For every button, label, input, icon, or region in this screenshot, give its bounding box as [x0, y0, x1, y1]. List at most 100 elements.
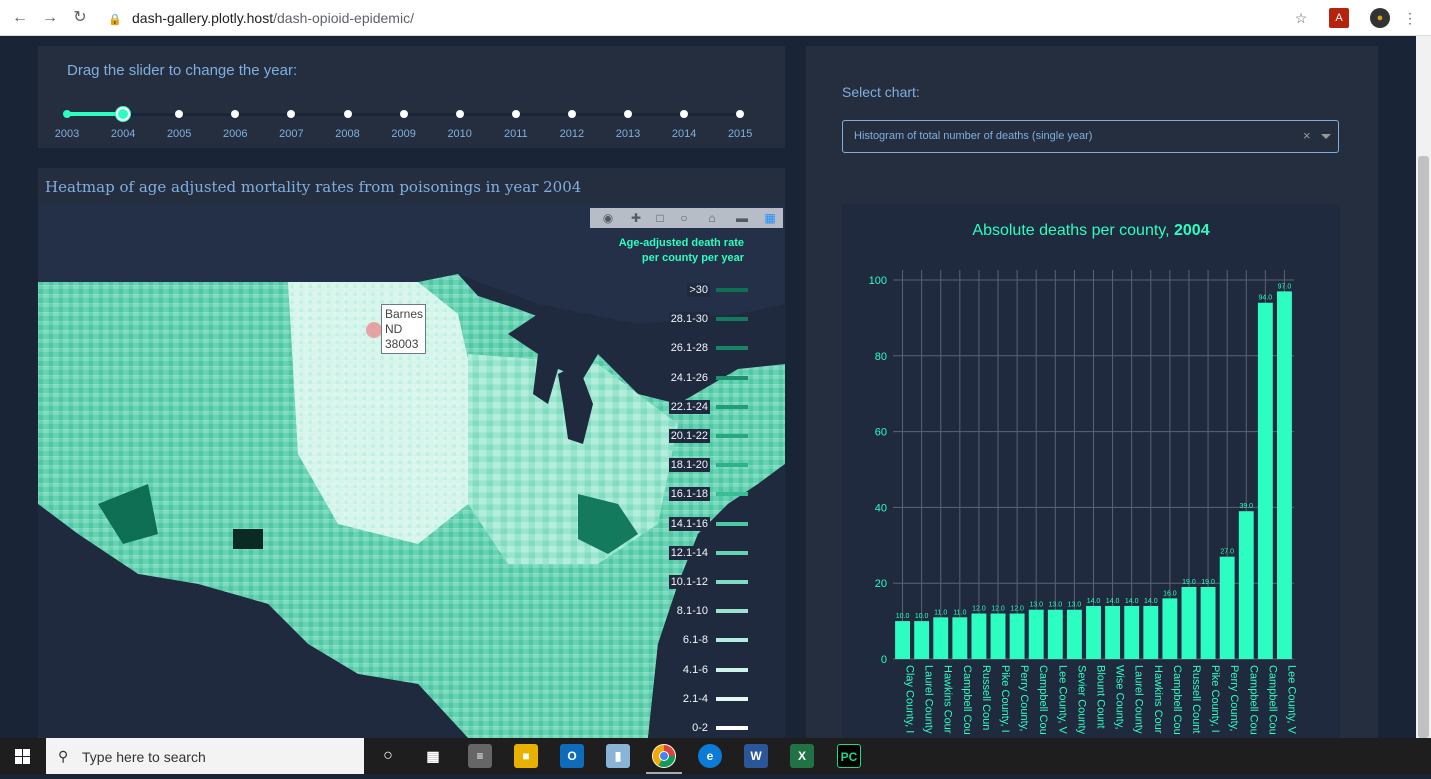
- county-heatmap[interactable]: ◉ ✚ □ ○ ⌂ ▬ ▦ Barnes ND 38003 Age-adjust…: [38, 204, 785, 738]
- menu-kebab-icon[interactable]: ⋮: [1403, 10, 1417, 26]
- lake-michigan: [558, 364, 593, 444]
- pycharm-icon[interactable]: PC: [837, 744, 861, 768]
- cortana-icon[interactable]: ○: [383, 747, 393, 764]
- legend-item[interactable]: 6.1-8: [668, 633, 748, 648]
- pdf-extension-icon[interactable]: A: [1329, 8, 1349, 28]
- word-icon[interactable]: W: [744, 744, 768, 768]
- chrome-icon[interactable]: [652, 744, 676, 768]
- bar: [1200, 586, 1216, 659]
- slider-year-label[interactable]: 2008: [335, 128, 360, 140]
- legend-item[interactable]: 20.1-22: [668, 429, 748, 443]
- url-host: dash-gallery.plotly.host: [132, 10, 274, 26]
- y-tick-label: 20: [875, 578, 887, 590]
- bar-value-label: 14.0: [1087, 598, 1101, 605]
- bar: [1277, 291, 1292, 659]
- task-view-icon[interactable]: ▦: [426, 748, 440, 764]
- slider-year-label[interactable]: 2013: [615, 128, 641, 140]
- slider-year-label[interactable]: 2007: [279, 128, 304, 140]
- slider-year-label[interactable]: 2014: [671, 128, 697, 140]
- legend-item[interactable]: 12.1-14: [668, 545, 748, 560]
- reset-view-icon[interactable]: ▬: [736, 211, 748, 225]
- slider-year-label[interactable]: 2005: [166, 128, 192, 140]
- camera-icon[interactable]: ◉: [602, 211, 614, 225]
- profile-avatar[interactable]: ●: [1370, 8, 1390, 28]
- legend-item[interactable]: 18.1-20: [668, 458, 748, 473]
- page-scrollbar[interactable]: [1416, 36, 1431, 738]
- x-tick-label: Pike County, I: [1209, 665, 1221, 733]
- legend-item[interactable]: 0-2: [668, 721, 748, 735]
- bar: [1047, 609, 1063, 659]
- forward-icon[interactable]: →: [42, 9, 58, 26]
- bar-value-label: 11.0: [953, 609, 966, 616]
- slider-year-label[interactable]: 2003: [54, 128, 80, 140]
- slider-handle[interactable]: [680, 110, 689, 118]
- slider-handle[interactable]: [175, 110, 184, 118]
- chart-type-dropdown[interactable]: Histogram of total number of deaths (sin…: [842, 120, 1339, 153]
- browser-toolbar: ← → ↻ 🔒 dash-gallery.plotly.host/dash-opi…: [0, 0, 1431, 36]
- legend-item[interactable]: 26.1-28: [668, 341, 748, 356]
- address-bar[interactable]: 🔒 dash-gallery.plotly.host/dash-opioid-ep…: [104, 6, 1320, 30]
- edge-icon[interactable]: e: [698, 744, 722, 768]
- chevron-down-icon[interactable]: [1321, 134, 1331, 139]
- legend-item-label: 4.1-6: [680, 662, 710, 677]
- bar: [1105, 605, 1121, 659]
- slider-handle[interactable]: [455, 110, 464, 118]
- notes-app-icon[interactable]: ▮: [606, 744, 630, 768]
- deaths-bar-chart[interactable]: Absolute deaths per county, 2004 0 20 40 60…: [842, 204, 1340, 738]
- taskbar-search-input[interactable]: ⚲ Type here to search: [46, 738, 364, 774]
- legend-item[interactable]: 28.1-30: [668, 312, 748, 327]
- legend-item[interactable]: 4.1-6: [668, 662, 748, 677]
- chart-panel: Select chart: Histogram of total number …: [806, 46, 1378, 738]
- reload-icon[interactable]: ↻: [73, 9, 87, 26]
- legend-item[interactable]: 24.1-26: [668, 370, 748, 385]
- calculator-icon[interactable]: ≡: [468, 744, 492, 768]
- bookmark-star-icon[interactable]: ☆: [1294, 10, 1308, 26]
- slider-year-label[interactable]: 2009: [391, 128, 416, 140]
- file-explorer-icon[interactable]: ■: [514, 744, 538, 768]
- legend-item[interactable]: 16.1-18: [668, 487, 748, 502]
- outlook-icon[interactable]: O: [560, 744, 584, 768]
- windows-start-icon[interactable]: [0, 738, 46, 774]
- slider-handle[interactable]: [567, 110, 576, 118]
- legend-item[interactable]: >30: [668, 283, 748, 297]
- x-tick-label: Perry County,: [1228, 665, 1240, 731]
- legend-item[interactable]: 22.1-24: [668, 399, 748, 414]
- legend-item-label: 14.1-16: [668, 516, 710, 531]
- slider-year-label[interactable]: 2015: [727, 128, 753, 140]
- slider-handle[interactable]: [624, 110, 632, 118]
- legend-item-label: 18.1-20: [668, 458, 710, 473]
- slider-handle[interactable]: [63, 110, 71, 118]
- slider-year-label[interactable]: 2004: [110, 128, 136, 140]
- slider-handle[interactable]: [511, 110, 520, 118]
- excel-icon[interactable]: X: [790, 744, 814, 768]
- slider-handle[interactable]: [343, 110, 352, 118]
- us-map-svg: [38, 204, 785, 738]
- legend-item[interactable]: 8.1-10: [668, 604, 748, 619]
- slider-handle[interactable]: [399, 110, 408, 118]
- legend-item[interactable]: 2.1-4: [668, 691, 748, 706]
- slider-year-label[interactable]: 2012: [559, 128, 585, 140]
- pan-icon[interactable]: ✚: [630, 211, 642, 225]
- slider-handle[interactable]: [116, 107, 131, 121]
- slider-handle[interactable]: [287, 110, 296, 118]
- scrollbar-thumb[interactable]: [1418, 156, 1429, 738]
- slider-year-label[interactable]: 2006: [223, 128, 248, 140]
- legend-item-label: 12.1-14: [668, 545, 710, 560]
- slider-year-label[interactable]: 2010: [447, 128, 472, 140]
- bar-value-label: 13.0: [1048, 602, 1062, 609]
- lasso-icon[interactable]: ○: [680, 211, 688, 225]
- back-icon[interactable]: ←: [12, 9, 28, 26]
- slider-year-label[interactable]: 2011: [503, 128, 528, 140]
- box-select-icon[interactable]: □: [656, 211, 664, 225]
- slider-fill: [67, 112, 123, 116]
- active-app-indicator: [646, 772, 682, 774]
- bar-value-label: 13.0: [1029, 602, 1043, 609]
- legend-item[interactable]: 10.1-12: [668, 575, 748, 589]
- bar-value-label: 12.0: [991, 606, 1005, 613]
- clear-icon[interactable]: ×: [1303, 128, 1311, 143]
- home-icon[interactable]: ⌂: [708, 211, 716, 225]
- slider-handle[interactable]: [736, 110, 745, 118]
- legend-item[interactable]: 14.1-16: [668, 516, 748, 531]
- slider-handle[interactable]: [231, 110, 240, 118]
- plotly-logo-icon[interactable]: ▦: [764, 211, 776, 225]
